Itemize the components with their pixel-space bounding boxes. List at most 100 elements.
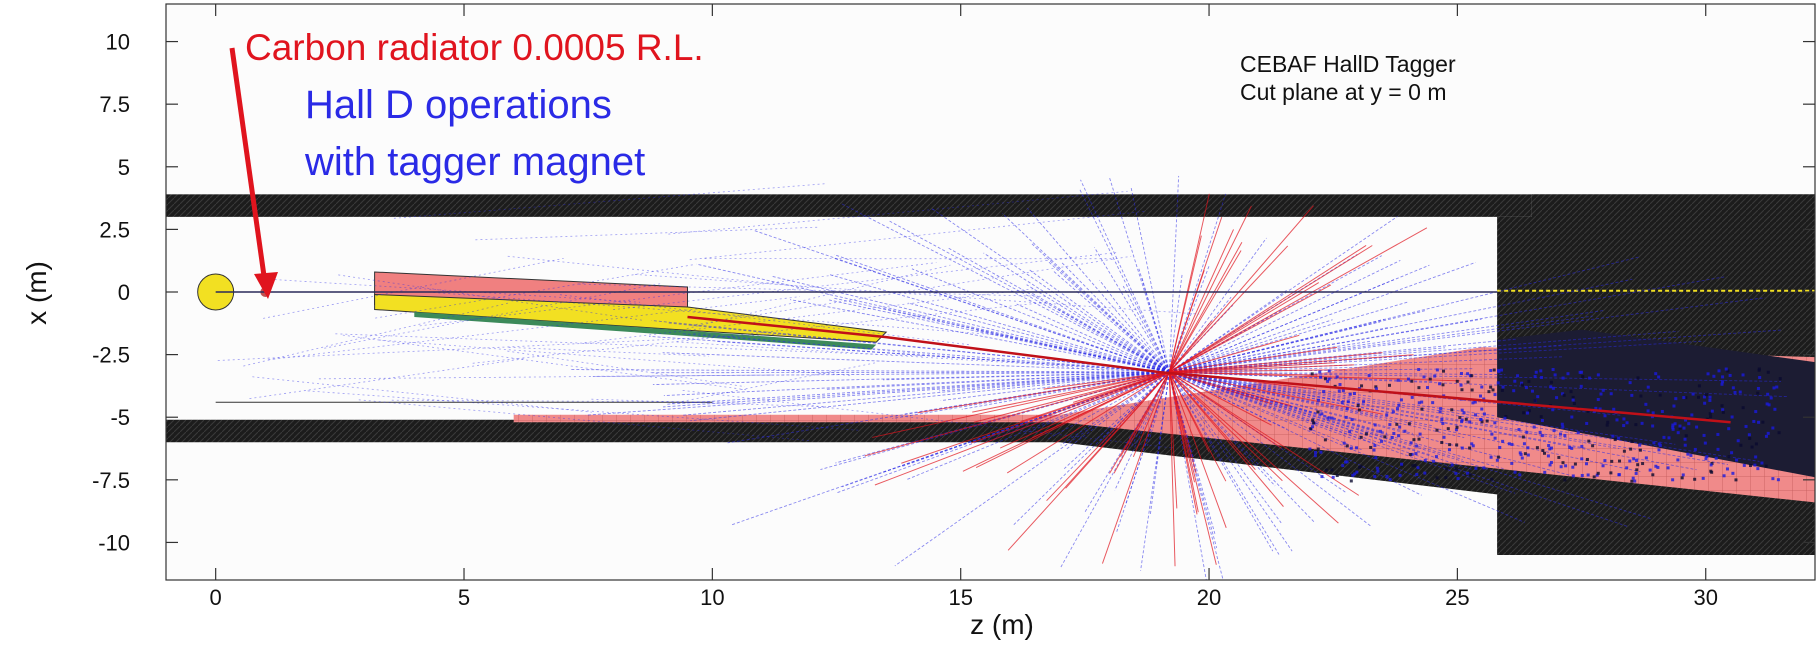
dump-hit bbox=[1630, 440, 1633, 443]
dump-hit bbox=[1539, 431, 1542, 434]
dump-hit bbox=[1330, 417, 1333, 420]
dump-hit bbox=[1457, 477, 1460, 480]
dump-hit bbox=[1731, 472, 1734, 475]
dump-hit bbox=[1311, 372, 1314, 375]
dump-hit bbox=[1630, 480, 1633, 483]
dump-hit bbox=[1471, 388, 1474, 391]
dump-hit bbox=[1739, 444, 1742, 447]
dump-hit bbox=[1359, 465, 1362, 468]
dump-hit bbox=[1638, 444, 1641, 447]
dump-hit bbox=[1469, 473, 1472, 476]
dump-hit bbox=[1654, 372, 1657, 375]
dump-hit bbox=[1652, 411, 1655, 414]
dump-hit bbox=[1626, 421, 1629, 424]
dump-hit bbox=[1635, 472, 1638, 475]
dump-hit bbox=[1531, 390, 1534, 393]
annotation-radiator: Carbon radiator 0.0005 R.L. bbox=[245, 27, 704, 68]
dump-hit bbox=[1593, 475, 1596, 478]
dump-hit bbox=[1758, 369, 1761, 372]
dump-hit bbox=[1415, 473, 1418, 476]
dump-hit bbox=[1357, 404, 1360, 407]
dump-hit bbox=[1317, 447, 1320, 450]
dump-hit bbox=[1717, 448, 1720, 451]
dump-hit bbox=[1351, 418, 1354, 421]
dump-hit bbox=[1742, 406, 1745, 409]
dump-hit bbox=[1639, 395, 1642, 398]
dump-hit bbox=[1308, 448, 1311, 451]
dump-hit bbox=[1644, 403, 1647, 406]
dump-hit bbox=[1718, 369, 1721, 372]
dump-hit bbox=[1721, 375, 1724, 378]
dump-hit bbox=[1344, 461, 1347, 464]
dump-hit bbox=[1326, 417, 1329, 420]
dump-hit bbox=[1456, 426, 1459, 429]
dump-hit bbox=[1388, 423, 1391, 426]
dump-hit bbox=[1314, 451, 1317, 454]
dump-hit bbox=[1743, 464, 1746, 467]
dump-hit bbox=[1472, 444, 1475, 447]
dump-hit bbox=[1645, 456, 1648, 459]
dump-hit bbox=[1311, 425, 1314, 428]
dump-hit bbox=[1466, 381, 1469, 384]
dump-hit bbox=[1656, 466, 1659, 469]
dump-hit bbox=[1721, 380, 1724, 383]
dump-hit bbox=[1541, 419, 1544, 422]
dump-hit bbox=[1709, 415, 1712, 418]
dump-hit bbox=[1441, 383, 1444, 386]
dump-hit bbox=[1622, 417, 1625, 420]
dump-hit bbox=[1639, 449, 1642, 452]
dump-hit bbox=[1672, 405, 1675, 408]
x-tick-label: 10 bbox=[700, 585, 724, 610]
dump-hit bbox=[1634, 423, 1637, 426]
dump-hit bbox=[1525, 431, 1528, 434]
dump-hit bbox=[1727, 427, 1730, 430]
dump-hit bbox=[1461, 409, 1464, 412]
dump-hit bbox=[1683, 427, 1686, 430]
dump-hit bbox=[1379, 430, 1382, 433]
dump-hit bbox=[1407, 378, 1410, 381]
dump-hit bbox=[1632, 477, 1635, 480]
dump-hit bbox=[1547, 444, 1550, 447]
dump-hit bbox=[1374, 423, 1377, 426]
dump-hit bbox=[1659, 394, 1662, 397]
dump-hit bbox=[1319, 451, 1322, 454]
dump-hit bbox=[1585, 462, 1588, 465]
y-tick-label: 10 bbox=[106, 30, 130, 55]
dump-hit bbox=[1521, 384, 1524, 387]
dump-hit bbox=[1346, 444, 1349, 447]
dump-hit bbox=[1388, 384, 1391, 387]
dump-hit bbox=[1766, 393, 1769, 396]
dump-hit bbox=[1439, 410, 1442, 413]
dump-hit bbox=[1534, 375, 1537, 378]
dump-hit bbox=[1450, 408, 1453, 411]
dump-hit bbox=[1311, 419, 1314, 422]
dump-hit bbox=[1342, 389, 1345, 392]
dump-hit bbox=[1392, 432, 1395, 435]
dump-hit bbox=[1704, 442, 1707, 445]
dump-hit bbox=[1651, 473, 1654, 476]
dump-hit bbox=[1748, 437, 1751, 440]
dump-hit bbox=[1633, 480, 1636, 483]
dump-hit bbox=[1474, 467, 1477, 470]
dump-hit bbox=[1541, 449, 1544, 452]
dump-hit bbox=[1707, 372, 1710, 375]
dump-hit bbox=[1479, 395, 1482, 398]
dump-hit bbox=[1373, 444, 1376, 447]
dump-hit bbox=[1555, 396, 1558, 399]
dump-hit bbox=[1416, 466, 1419, 469]
dump-hit bbox=[1602, 389, 1605, 392]
dump-hit bbox=[1533, 426, 1536, 429]
dump-hit bbox=[1730, 451, 1733, 454]
dump-hit bbox=[1521, 457, 1524, 460]
dump-hit bbox=[1466, 372, 1469, 375]
dump-hit bbox=[1611, 435, 1614, 438]
dump-hit bbox=[1550, 461, 1553, 464]
dump-hit bbox=[1448, 443, 1451, 446]
dump-hit bbox=[1561, 461, 1564, 464]
dump-hit bbox=[1466, 472, 1469, 475]
dump-hit bbox=[1336, 474, 1339, 477]
dump-hit bbox=[1346, 407, 1349, 410]
dump-hit bbox=[1580, 457, 1583, 460]
dump-hit bbox=[1350, 447, 1353, 450]
dump-hit bbox=[1494, 437, 1497, 440]
